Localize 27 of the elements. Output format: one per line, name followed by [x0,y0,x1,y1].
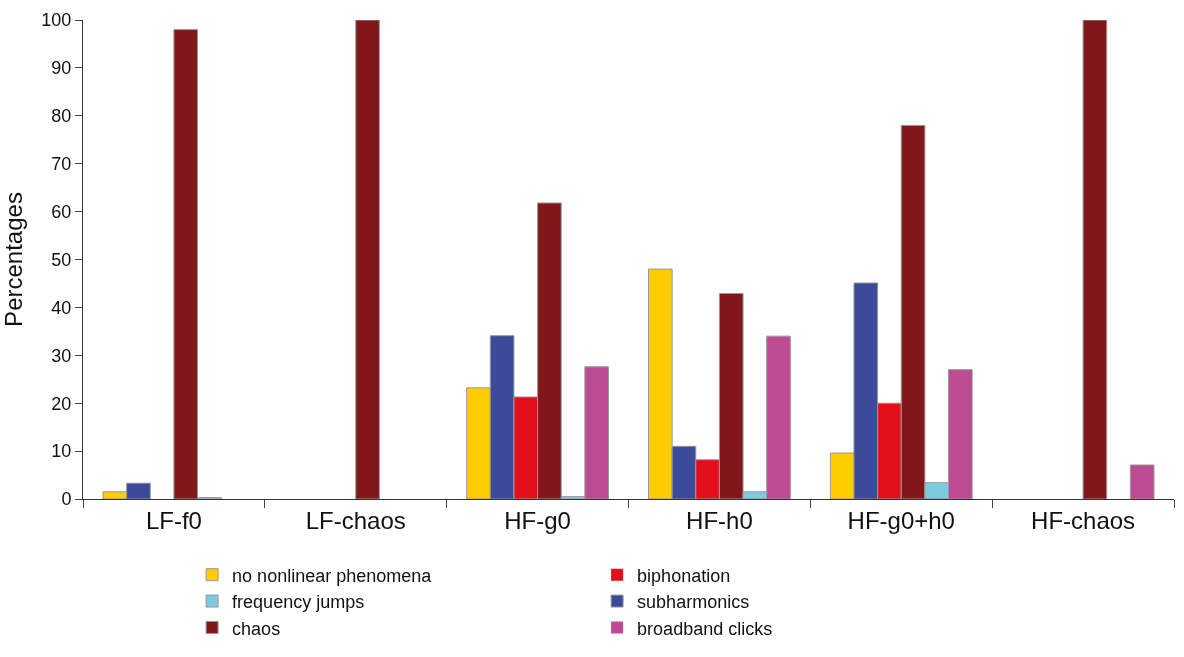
bar [355,20,380,499]
y-axis-title: Percentages [0,192,27,327]
y-tick-label: 80 [51,106,72,127]
legend-label: subharmonics [637,592,750,613]
y-tick-label: 30 [51,345,72,366]
y-tick-label: 0 [61,489,72,510]
bar [1129,464,1155,499]
y-tick-label: 70 [51,154,72,174]
y-tick-label: 50 [51,249,72,270]
y-tick-label: 40 [51,297,72,318]
legend-label: chaos [232,618,281,639]
x-tick-label: HF-chaos [1031,506,1136,534]
legend-label: biphonation [637,565,731,586]
y-tick-label: 100 [41,10,72,31]
y-tick-label: 90 [51,58,72,79]
bar [1082,20,1108,499]
x-tick-label: HF-h0 [686,506,753,534]
x-tick-label: HF-g0 [504,506,571,534]
y-tick-label: 20 [51,393,72,414]
x-tick-label: LF-f0 [145,506,202,534]
legend-label: broadband clicks [637,618,773,639]
x-tick-label: LF-chaos [305,506,406,534]
legend-label: no nonlinear phenomena [232,565,433,586]
x-tick-label: HF-g0+h0 [847,506,955,534]
legend-label: frequency jumps [232,592,365,613]
y-tick-label: 10 [51,441,72,462]
y-tick-label: 60 [51,201,72,222]
